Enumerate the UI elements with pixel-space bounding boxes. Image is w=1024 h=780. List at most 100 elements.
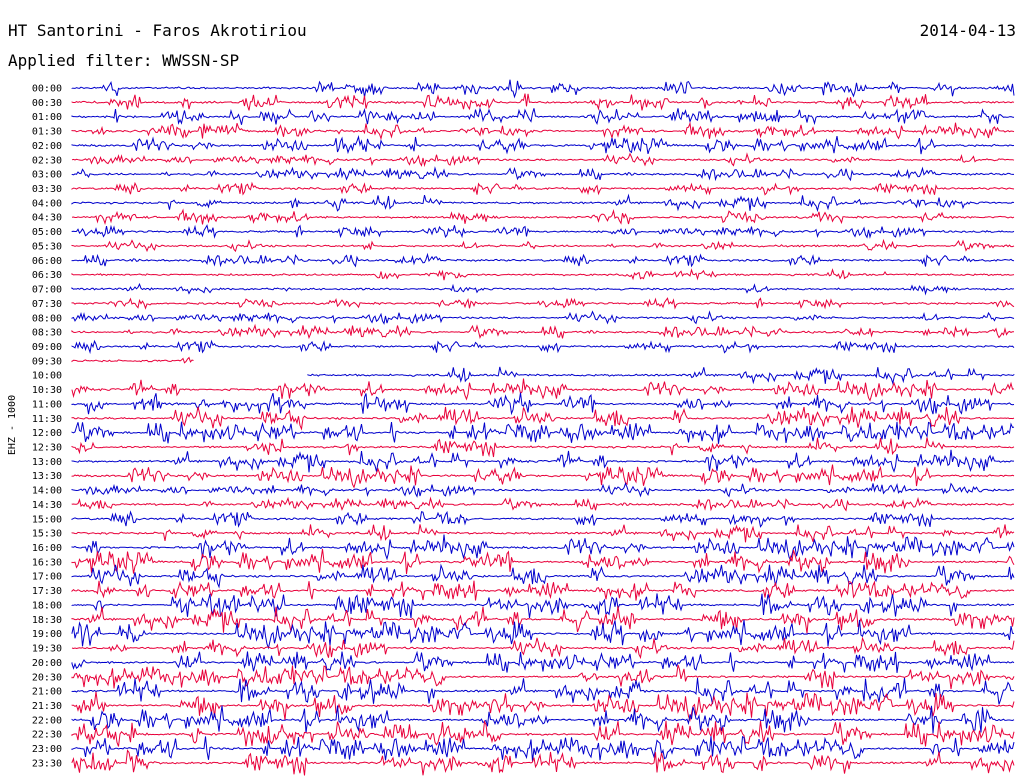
- time-tick-label: 00:00: [32, 84, 62, 95]
- trace-line: [71, 449, 1014, 473]
- time-tick-label: 11:00: [32, 399, 62, 410]
- time-tick-label: 18:30: [32, 615, 62, 626]
- time-tick-label: 10:30: [32, 385, 62, 396]
- time-tick-label: 03:00: [32, 170, 62, 181]
- trace-line: [71, 437, 1015, 458]
- trace-line: [71, 238, 1015, 253]
- trace-line: [71, 650, 1015, 673]
- trace-line: [71, 619, 1015, 650]
- trace-line: [71, 664, 1015, 690]
- trace-line: [71, 606, 1015, 634]
- trace-rows: 00:00 00:30 01:00 01:30 02:00 02:30 03:00 03:30…: [32, 79, 1015, 776]
- time-tick-label: 01:00: [32, 112, 62, 123]
- time-tick-label: 20:00: [32, 658, 62, 669]
- time-tick-label: 04:30: [32, 213, 62, 224]
- trace-line: [71, 482, 1015, 498]
- trace-line: [71, 534, 1015, 562]
- time-tick-label: 16:00: [32, 543, 62, 554]
- trace-line: [71, 79, 1015, 99]
- trace-line: [307, 366, 1015, 386]
- trace-line: [71, 677, 1015, 705]
- time-tick-label: 06:00: [32, 256, 62, 267]
- time-tick-label: 05:30: [32, 242, 62, 253]
- trace-line: [71, 548, 1015, 575]
- trace-line: [71, 705, 1015, 734]
- trace-line: [71, 563, 1015, 589]
- time-tick-label: 23:30: [32, 758, 62, 769]
- trace-line: [71, 691, 1015, 722]
- time-tick-label: 08:00: [32, 313, 62, 324]
- trace-line: [71, 208, 1015, 226]
- trace-line: [71, 593, 1015, 619]
- time-tick-label: 22:30: [32, 730, 62, 741]
- time-tick-label: 17:30: [32, 586, 62, 597]
- trace-line: [71, 121, 1015, 141]
- trace-line: [71, 193, 1015, 213]
- time-tick-label: 06:30: [32, 270, 62, 281]
- time-tick-label: 20:30: [32, 672, 62, 683]
- time-tick-label: 15:00: [32, 514, 62, 525]
- trace-line: [71, 736, 1015, 762]
- time-tick-label: 12:00: [32, 428, 62, 439]
- trace-line: [71, 524, 1015, 543]
- trace-line: [71, 152, 1015, 168]
- time-tick-label: 23:00: [32, 744, 62, 755]
- time-tick-label: 07:30: [32, 299, 62, 310]
- time-tick-label: 13:30: [32, 471, 62, 482]
- trace-line: [71, 496, 1015, 512]
- trace-line: [71, 134, 1015, 155]
- time-tick-label: 09:00: [32, 342, 62, 353]
- time-tick-label: 21:30: [32, 701, 62, 712]
- trace-line: [71, 166, 1014, 182]
- trace-line: [71, 406, 1015, 431]
- time-tick-label: 04:00: [32, 198, 62, 209]
- time-tick-label: 21:00: [32, 687, 62, 698]
- trace-line: [71, 580, 1015, 601]
- trace-line: [71, 339, 1015, 355]
- trace-line: [71, 323, 1015, 340]
- time-tick-label: 02:00: [32, 141, 62, 152]
- trace-line: [71, 297, 1015, 310]
- time-tick-label: 00:30: [32, 98, 62, 109]
- time-tick-label: 10:00: [32, 371, 62, 382]
- time-tick-label: 19:00: [32, 629, 62, 640]
- trace-line: [71, 464, 1015, 489]
- time-tick-label: 03:30: [32, 184, 62, 195]
- time-tick-label: 08:30: [32, 328, 62, 339]
- time-tick-label: 13:00: [32, 457, 62, 468]
- time-tick-label: 22:00: [32, 715, 62, 726]
- trace-line: [71, 310, 1015, 325]
- trace-line: [71, 636, 1015, 660]
- trace-line: [71, 282, 1015, 296]
- trace-line: [71, 224, 1015, 239]
- channel-label: EHZ - 1000: [7, 395, 18, 455]
- trace-line: [71, 392, 1015, 416]
- time-tick-label: 15:30: [32, 529, 62, 540]
- time-tick-label: 14:00: [32, 486, 62, 497]
- trace-line: [71, 749, 1015, 776]
- time-tick-label: 16:30: [32, 557, 62, 568]
- time-tick-label: 07:00: [32, 285, 62, 296]
- station-title: HT Santorini - Faros Akrotiriou: [8, 21, 307, 40]
- trace-line: [71, 421, 1015, 444]
- time-tick-label: 18:00: [32, 601, 62, 612]
- trace-line: [71, 252, 1015, 268]
- trace-line: [71, 378, 1015, 402]
- time-tick-label: 12:30: [32, 443, 62, 454]
- time-tick-label: 19:30: [32, 644, 62, 655]
- trace-line: [71, 268, 1015, 281]
- trace-line: [71, 181, 1015, 196]
- trace-line: [71, 719, 1015, 747]
- time-tick-label: 09:30: [32, 356, 62, 367]
- trace-line: [71, 93, 1015, 111]
- trace-line: [71, 356, 194, 364]
- filter-label: Applied filter: WWSSN-SP: [8, 51, 239, 70]
- trace-line: [71, 107, 1015, 126]
- trace-line: [71, 510, 1015, 528]
- time-tick-label: 05:00: [32, 227, 62, 238]
- time-tick-label: 01:30: [32, 127, 62, 138]
- date-label: 2014-04-13: [920, 21, 1016, 40]
- time-tick-label: 14:30: [32, 500, 62, 511]
- time-tick-label: 02:30: [32, 155, 62, 166]
